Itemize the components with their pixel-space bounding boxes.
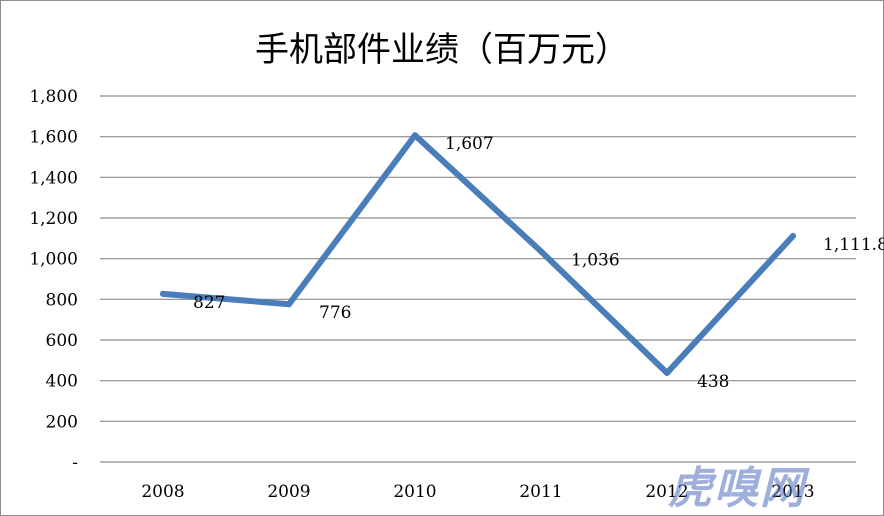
y-tick-label: 400 — [46, 372, 78, 392]
x-tick-label: 2012 — [645, 482, 688, 502]
x-tick-label: 2010 — [393, 482, 436, 502]
x-tick-label: 2011 — [519, 482, 562, 502]
data-point — [286, 301, 292, 308]
y-tick-label: 1,800 — [29, 87, 78, 107]
data-label: 1,111.8 — [823, 235, 884, 255]
data-label: 1,607 — [445, 134, 494, 154]
y-tick-label: 800 — [46, 290, 78, 310]
y-tick-label: 1,600 — [29, 128, 78, 148]
data-point — [538, 248, 544, 255]
x-tick-label: 2009 — [267, 482, 310, 502]
y-tick-label: - — [72, 453, 78, 473]
watermark-logo: 虎嗅网 — [668, 463, 806, 514]
chart-title: 手机部件业绩（百万元） — [255, 30, 629, 70]
y-tick-label: 1,400 — [29, 168, 78, 188]
y-tick-label: 1,000 — [29, 250, 78, 270]
data-label: 776 — [319, 303, 351, 323]
y-tick-label: 600 — [46, 331, 78, 351]
data-label: 1,036 — [571, 250, 620, 270]
data-point — [160, 290, 166, 297]
y-tick-label: 1,200 — [29, 209, 78, 229]
data-point — [790, 232, 796, 239]
x-tick-label: 2008 — [141, 482, 184, 502]
y-tick-label: 200 — [46, 412, 78, 432]
x-tick-label: 2013 — [771, 482, 814, 502]
data-point — [664, 369, 670, 376]
data-label: 827 — [193, 293, 225, 313]
data-label: 438 — [697, 372, 729, 392]
series-line — [160, 132, 796, 376]
data-point — [412, 132, 418, 139]
